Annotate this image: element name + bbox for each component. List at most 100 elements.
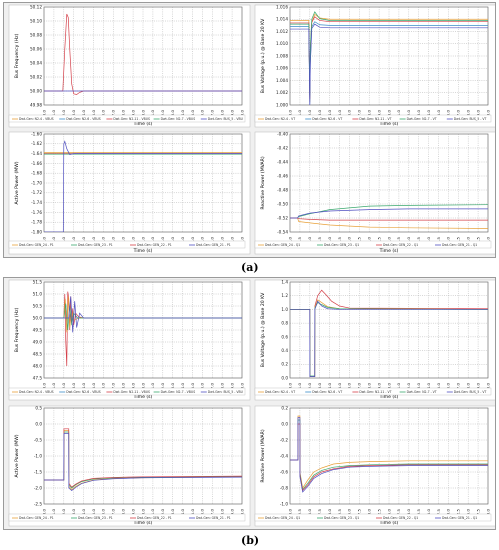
x-tick-label: 5.0: [337, 109, 342, 116]
x-axis-label: Time (s): [133, 248, 153, 254]
x-tick-label: 10.0: [140, 508, 145, 517]
x-tick-label: 15.0: [190, 382, 195, 391]
x-tick-label: 4.0: [81, 109, 86, 116]
x-tick-label: 12.0: [406, 109, 411, 118]
legend-bottom-left: Dwt-Gen: GEN_24 - P1 Dwt-Gen: GEN_23 - P1…: [8, 240, 246, 249]
y-tick-label: 49.5: [33, 327, 43, 332]
x-tick-label: 2.5: [297, 508, 302, 515]
x-tick-label: 6.0: [347, 109, 352, 116]
legend-box: [8, 114, 246, 123]
legend-entry: Dwt-Gen: BUS_5 - VT: [454, 390, 487, 394]
chart-a-freq: 0.0 1.0 2.0 3.0 4.0 5.0 6.0 7.0 8.0 9.0 10.0 11.0 12…: [8, 4, 251, 128]
x-axis-label: Time (s): [379, 248, 399, 254]
x-tick-label: 1.0: [51, 508, 56, 515]
y-tick-label: 1.014: [276, 17, 288, 22]
y-tick-label: 0.0: [281, 375, 288, 380]
y-tick-label: -0.6: [280, 469, 289, 474]
figure-a-charts: 0.0 1.0 2.0 3.0 4.0 5.0 6.0 7.0 8.0 9.0 10.0 11.0 12…: [8, 4, 495, 255]
series-line: [290, 208, 488, 219]
y-tick-label: 50.5: [33, 303, 43, 308]
x-tick-label: 45.0: [466, 508, 471, 517]
y-tick-label: 0.2: [281, 362, 288, 367]
series-line: [44, 296, 242, 333]
chart-b-p: 0.0 1.0 2.0 3.0 4.0 5.0 6.0 7.0 8.0 9.0 10.0 11.0 12…: [8, 405, 251, 527]
series-line: [290, 217, 488, 229]
x-tick-label: 9.0: [130, 508, 135, 515]
y-tick-label: -0.40: [277, 131, 288, 136]
chart-b-volt: 0.0 1.0 2.0 3.0 4.0 5.0 6.0 7.0 8.0 9.0 10.0 11.0 12…: [254, 279, 495, 401]
x-tick-label: 0.0: [287, 109, 292, 116]
y-tick-label: 1.006: [276, 66, 288, 71]
x-tick-label: 2.0: [61, 109, 66, 116]
x-tick-label: 27.5: [396, 508, 401, 517]
x-tick-label: 15.0: [436, 109, 441, 118]
y-tick-label: 51.0: [33, 291, 43, 296]
legend-entry: Dwt-Gen: GEN_24 - Q1: [265, 243, 300, 247]
x-tick-label: 15.0: [190, 109, 195, 118]
y-axis-label: Bus Frequency (Hz): [14, 308, 20, 353]
x-tick-label: 3.0: [71, 382, 76, 389]
x-tick-label: 22.5: [376, 508, 381, 517]
legend-entry: Dwt-Gen: GEN_24 - P1: [19, 516, 54, 520]
x-tick-label: 10.0: [140, 109, 145, 118]
y-tick-label: -0.42: [277, 145, 288, 150]
x-tick-label: 5.0: [91, 236, 96, 243]
x-tick-label: 19.0: [475, 382, 480, 391]
y-tick-label: -1.5: [34, 469, 43, 474]
legend-entry: Dwt-Gen: N2-7 - VT: [407, 117, 437, 121]
x-tick-label: 11.0: [396, 382, 401, 391]
series-line: [290, 300, 488, 377]
chart-a-p: 0.01.02.03.04.05.06.07.08.09.010.011.012…: [8, 131, 251, 255]
y-tick-label: -0.46: [277, 173, 288, 178]
x-tick-label: 8.0: [367, 109, 372, 116]
x-tick-label: 4.0: [81, 382, 86, 389]
x-tick-label: 12.0: [160, 508, 165, 517]
y-tick-label: 0.4: [281, 348, 288, 353]
legend-entry: Dwt-Gen: N2-11 - VBUS: [113, 117, 150, 121]
x-tick-label: 16.0: [446, 382, 451, 391]
x-axis-label: Time (s): [133, 121, 153, 127]
legend-entry: Dwt-Gen: BUS_5 - VBU: [208, 390, 243, 394]
x-tick-label: 16.0: [200, 382, 205, 391]
legend-entry: Dwt-Gen: N2-11 - VT: [359, 390, 391, 394]
x-tick-label: 9.0: [130, 109, 135, 116]
legend-box: [8, 387, 246, 396]
y-tick-label: 1.2: [281, 293, 288, 298]
x-tick-label: 20.0: [239, 508, 244, 517]
legend-entry: Dwt-Gen: GEN_23 - Q1: [324, 243, 359, 247]
x-tick-label: 32.5: [416, 508, 421, 517]
y-tick-label: 0.2: [281, 405, 288, 410]
y-tick-label: 50.02: [30, 74, 42, 79]
x-tick-label: 2.0: [307, 109, 312, 116]
x-tick-label: 50.0: [485, 508, 490, 517]
y-tick-label: -2.5: [34, 501, 43, 506]
x-tick-label: 13.0: [170, 508, 175, 517]
x-tick-label: 12.0: [160, 382, 165, 391]
x-tick-label: 1.0: [297, 382, 302, 389]
x-tick-label: 10.0: [140, 382, 145, 391]
y-tick-label: 1.000: [276, 102, 288, 107]
x-tick-label: 2.0: [61, 236, 66, 243]
y-tick-label: -0.4: [280, 453, 289, 458]
legend-bottom-right: Dwt-Gen: GEN_24 - Q1 Dwt-Gen: GEN_23 - Q1…: [254, 513, 492, 522]
y-tick-label: 0.0: [281, 421, 288, 426]
y-tick-label: 50.0: [33, 315, 43, 320]
y-tick-label: -2.0: [34, 485, 43, 490]
legend-entry: Dwt-Gen: N2-6 - VBUS: [66, 117, 101, 121]
x-tick-label: 0.0: [41, 236, 46, 243]
y-tick-label: 1.008: [276, 53, 288, 58]
y-tick-label: -1.76: [31, 210, 42, 215]
legend-entry: Dwt-Gen: GEN_22 - Q1: [383, 516, 418, 520]
y-tick-label: 1.010: [276, 41, 288, 46]
figure-b-charts: 0.0 1.0 2.0 3.0 4.0 5.0 6.0 7.0 8.0 9.0 10.0 11.0 12…: [8, 279, 495, 527]
x-tick-label: 8.0: [367, 382, 372, 389]
y-tick-label: -0.5: [34, 437, 43, 442]
x-tick-label: 11.0: [396, 109, 401, 118]
x-tick-label: 7.0: [111, 109, 116, 116]
x-tick-label: 2.0: [61, 382, 66, 389]
x-tick-label: 14.0: [426, 109, 431, 118]
x-tick-label: 17.5: [357, 508, 362, 517]
legend-entry: Dwt-Gen: N2-6 - VT: [312, 117, 342, 121]
x-tick-label: 3.0: [317, 382, 322, 389]
series-line: [290, 417, 488, 493]
